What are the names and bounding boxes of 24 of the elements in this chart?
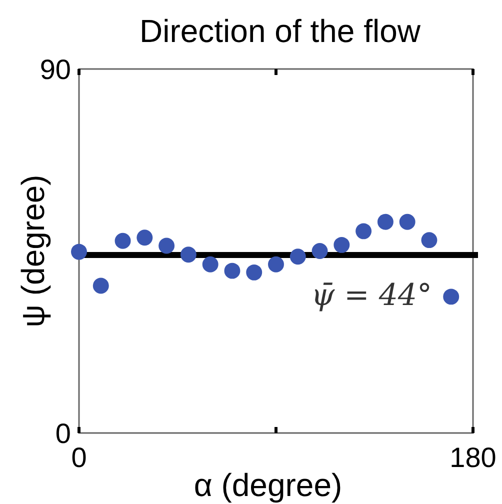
point [421,232,438,248]
point [356,223,372,240]
chart-title: Direction of the flow [139,13,422,49]
point [71,244,87,260]
ref-line-label: ψ̄ = 44° [311,278,432,314]
point [334,236,350,253]
point [114,232,131,249]
point [443,288,460,305]
point [268,256,284,272]
y-tick-label: 90 [40,54,71,85]
point [399,214,416,230]
point [290,248,306,265]
point [312,243,328,259]
x-axis-title: α (degree) [194,467,342,503]
point [180,246,196,263]
point [224,262,240,279]
point [377,214,394,230]
point [246,264,262,280]
point [202,256,218,272]
point [92,278,109,294]
y-axis-title: ψ (degree) [15,174,51,328]
x-tick-label: 180 [450,442,496,473]
point [158,238,175,254]
point [136,230,153,246]
